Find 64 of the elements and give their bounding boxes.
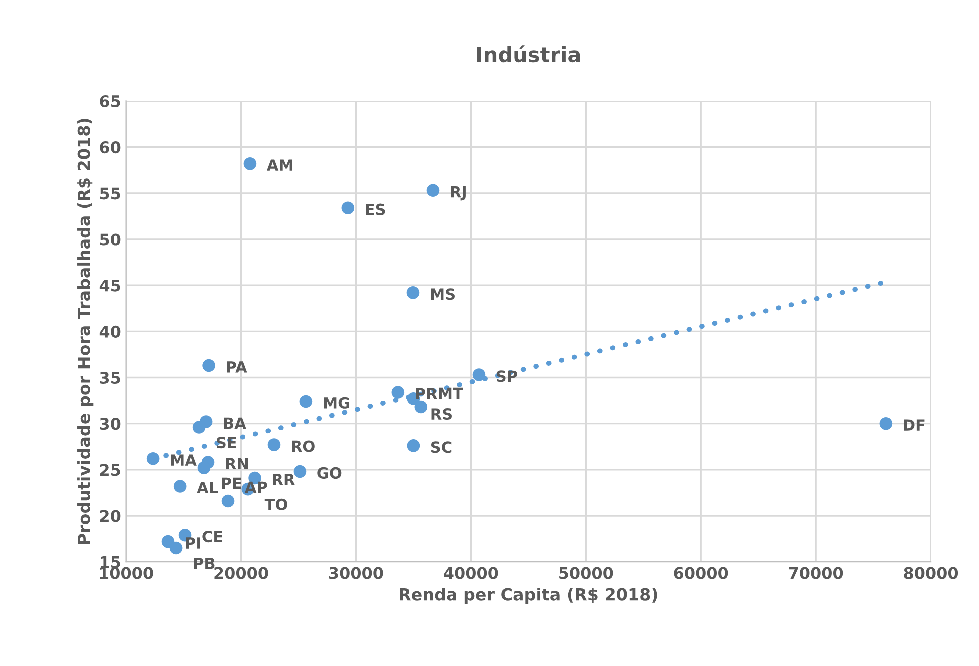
annotation: MS <box>431 288 455 300</box>
point <box>268 438 281 452</box>
point <box>392 386 405 399</box>
annotation: SP <box>496 370 518 382</box>
y-tick-label: 60 <box>100 142 121 154</box>
x-tick-label: 10000 <box>100 567 154 580</box>
point <box>880 417 893 430</box>
annotation: PI <box>186 538 200 549</box>
annotation: GO <box>318 467 342 479</box>
annotation: RJ <box>451 186 466 201</box>
point <box>202 359 216 372</box>
x-tick-label: 30000 <box>330 567 384 580</box>
point <box>222 494 235 508</box>
annotation: RR <box>273 474 295 486</box>
y-axis-title: Produtividade por Hora Trabalhada (R$ 2018) <box>78 119 94 544</box>
point <box>198 462 211 474</box>
annotation: ES <box>366 204 386 216</box>
y-tick-label: 25 <box>100 464 120 476</box>
y-tick-label: 15 <box>101 556 120 568</box>
chart-title: Indústria <box>477 46 580 63</box>
x-axis-title: Renda per Capita (R$ 2018) <box>400 588 658 604</box>
point <box>342 202 355 215</box>
y-tick-label: 55 <box>100 188 120 200</box>
x-tick-label: 70000 <box>789 567 844 580</box>
annotation: PA <box>227 362 248 373</box>
point <box>244 158 257 170</box>
point <box>174 480 187 493</box>
y-tick-label: 40 <box>100 326 121 338</box>
point <box>406 286 420 300</box>
point <box>407 440 420 452</box>
annotation: RS <box>432 408 452 420</box>
y-tick-label: 65 <box>100 95 120 108</box>
point <box>472 368 486 382</box>
annotation: MA <box>171 454 197 466</box>
point <box>300 395 313 408</box>
annotation: RO <box>292 440 315 452</box>
x-tick-label: 60000 <box>674 567 728 580</box>
annotation: PE <box>222 478 242 489</box>
y-tick-label: 30 <box>100 418 121 430</box>
annotation: MT <box>439 388 464 399</box>
annotation: RN <box>226 458 248 470</box>
annotation: AL <box>197 482 218 494</box>
point <box>170 542 183 555</box>
y-tick-label: 20 <box>100 510 121 522</box>
annotation: AM <box>266 160 293 171</box>
point <box>414 400 428 414</box>
x-tick-label: 50000 <box>560 567 614 580</box>
y-tick-label: 45 <box>100 280 120 292</box>
annotation: SC <box>431 442 452 454</box>
y-tick-label: 35 <box>100 372 120 384</box>
point <box>192 421 206 434</box>
y-tick-label: 50 <box>100 234 121 246</box>
annotation: TO <box>264 498 288 510</box>
annotation: BA <box>224 418 246 429</box>
x-tick-label: 20000 <box>214 567 268 580</box>
annotation: CE <box>202 531 222 543</box>
annotation: DF <box>904 420 925 431</box>
point <box>426 184 440 198</box>
point <box>294 465 307 478</box>
x-tick-label: 40000 <box>444 567 498 580</box>
annotation: PB <box>194 558 215 570</box>
annotation: MG <box>324 397 350 409</box>
point <box>146 452 160 466</box>
x-tick-label: 80000 <box>904 567 958 580</box>
